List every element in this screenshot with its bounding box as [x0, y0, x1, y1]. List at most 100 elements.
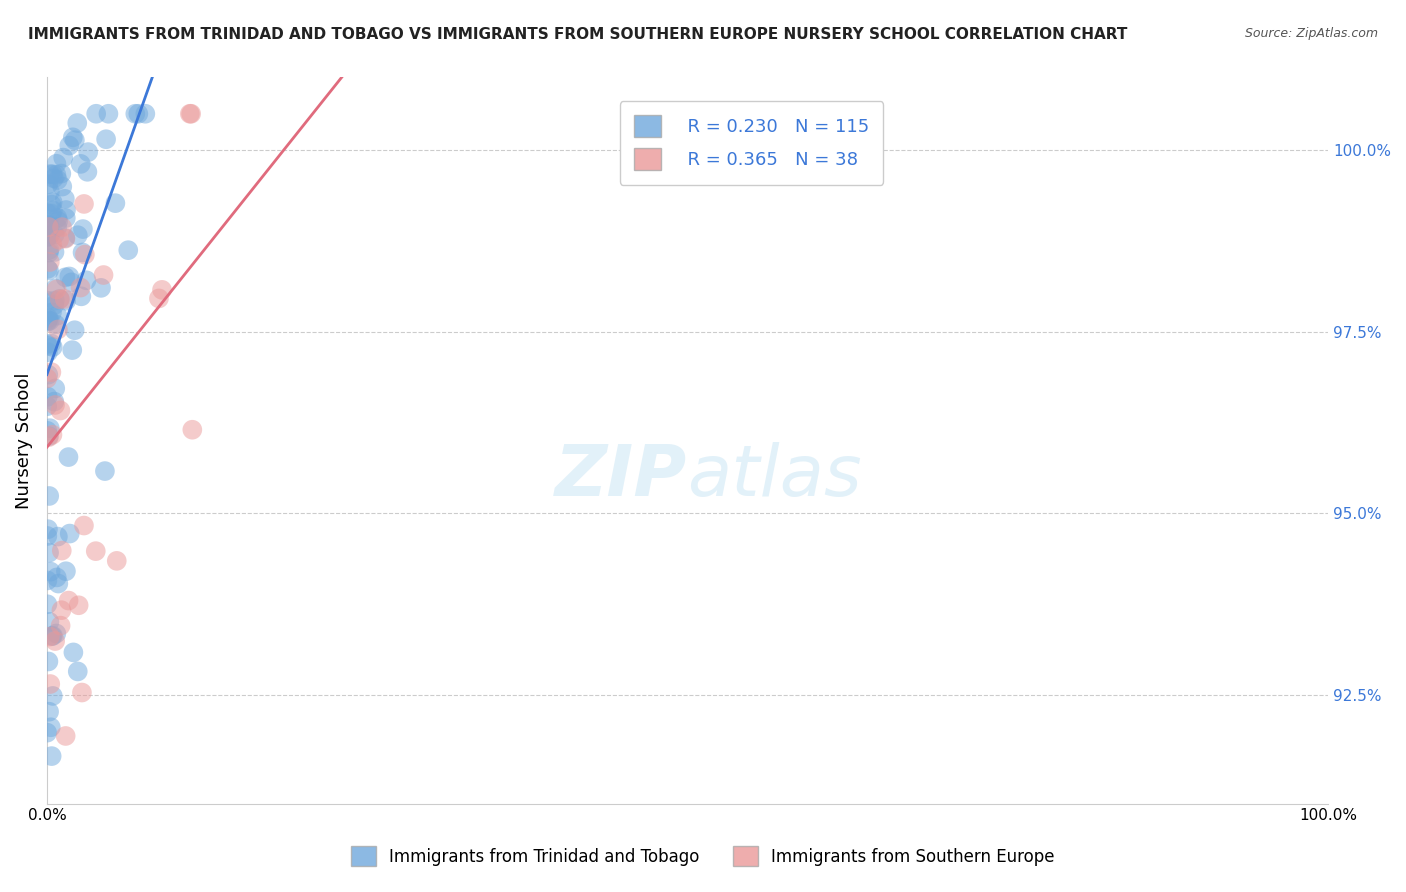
- Point: [76, 165, 98, 179]
- Point: [67, 599, 90, 613]
- Point: [37, 574, 59, 588]
- Point: [58, 593, 80, 607]
- Point: [37, 725, 59, 739]
- Point: [51, 167, 73, 181]
- Point: [52, 151, 75, 165]
- Point: [39, 677, 62, 691]
- Point: [37, 220, 59, 235]
- Point: [58, 138, 80, 153]
- Point: [48, 292, 70, 306]
- Point: [37, 178, 59, 192]
- Point: [127, 107, 149, 121]
- Point: [38, 615, 60, 629]
- Point: [44, 293, 66, 308]
- Point: [38, 229, 60, 244]
- Point: [44, 394, 66, 409]
- Point: [41, 427, 63, 442]
- Point: [45, 318, 67, 332]
- Point: [38, 421, 60, 435]
- Point: [37, 206, 59, 220]
- Point: [38, 489, 60, 503]
- Point: [66, 116, 89, 130]
- Point: [73, 197, 96, 211]
- Point: [38, 630, 60, 644]
- Point: [134, 107, 156, 121]
- Point: [69, 280, 91, 294]
- Point: [55, 211, 77, 225]
- Point: [38, 429, 60, 443]
- Point: [39, 336, 62, 351]
- Point: [72, 222, 94, 236]
- Point: [37, 311, 59, 326]
- Point: [58, 450, 80, 464]
- Point: [53, 270, 76, 285]
- Point: [38, 185, 60, 199]
- Point: [69, 157, 91, 171]
- Point: [97, 107, 120, 121]
- Point: [42, 167, 65, 181]
- Point: [53, 292, 76, 306]
- Point: [148, 292, 170, 306]
- Point: [37, 315, 59, 329]
- Text: Source: ZipAtlas.com: Source: ZipAtlas.com: [1244, 27, 1378, 40]
- Point: [51, 543, 73, 558]
- Point: [94, 132, 117, 146]
- Point: [37, 424, 59, 438]
- Point: [117, 243, 139, 257]
- Point: [62, 645, 84, 659]
- Point: [104, 196, 127, 211]
- Point: [37, 218, 59, 232]
- Point: [179, 107, 201, 121]
- Point: [105, 554, 128, 568]
- Point: [38, 219, 60, 234]
- Point: [41, 749, 63, 764]
- Point: [37, 371, 59, 385]
- Point: [66, 665, 89, 679]
- Point: [63, 323, 86, 337]
- Point: [37, 655, 59, 669]
- Point: [42, 171, 65, 186]
- Point: [38, 546, 60, 560]
- Point: [73, 518, 96, 533]
- Point: [46, 214, 69, 228]
- Point: [38, 255, 60, 269]
- Point: [37, 313, 59, 327]
- Point: [38, 705, 60, 719]
- Point: [38, 243, 60, 257]
- Point: [49, 618, 72, 632]
- Point: [39, 720, 62, 734]
- Point: [42, 689, 65, 703]
- Point: [55, 202, 77, 217]
- Point: [62, 130, 84, 145]
- Point: [41, 365, 63, 379]
- Point: [49, 292, 72, 306]
- Point: [46, 173, 69, 187]
- Point: [93, 268, 115, 282]
- Point: [46, 576, 69, 591]
- Point: [37, 529, 59, 543]
- Text: ZIP: ZIP: [555, 442, 688, 511]
- Point: [45, 570, 67, 584]
- Point: [150, 283, 173, 297]
- Point: [46, 211, 69, 225]
- Point: [35, 229, 58, 244]
- Point: [49, 403, 72, 417]
- Point: [44, 398, 66, 412]
- Point: [42, 340, 65, 354]
- Point: [60, 276, 83, 290]
- Text: IMMIGRANTS FROM TRINIDAD AND TOBAGO VS IMMIGRANTS FROM SOUTHERN EUROPE NURSERY S: IMMIGRANTS FROM TRINIDAD AND TOBAGO VS I…: [28, 27, 1128, 42]
- Legend:   R = 0.230   N = 115,   R = 0.365   N = 38: R = 0.230 N = 115, R = 0.365 N = 38: [620, 101, 883, 185]
- Point: [37, 390, 59, 404]
- Point: [77, 145, 100, 159]
- Legend: Immigrants from Trinidad and Tobago, Immigrants from Southern Europe: Immigrants from Trinidad and Tobago, Imm…: [343, 838, 1063, 875]
- Point: [37, 345, 59, 359]
- Point: [37, 597, 59, 611]
- Point: [41, 305, 63, 319]
- Point: [55, 729, 77, 743]
- Point: [41, 197, 63, 211]
- Point: [37, 522, 59, 536]
- Point: [41, 629, 63, 643]
- Point: [45, 282, 67, 296]
- Point: [76, 273, 98, 287]
- Point: [53, 192, 76, 206]
